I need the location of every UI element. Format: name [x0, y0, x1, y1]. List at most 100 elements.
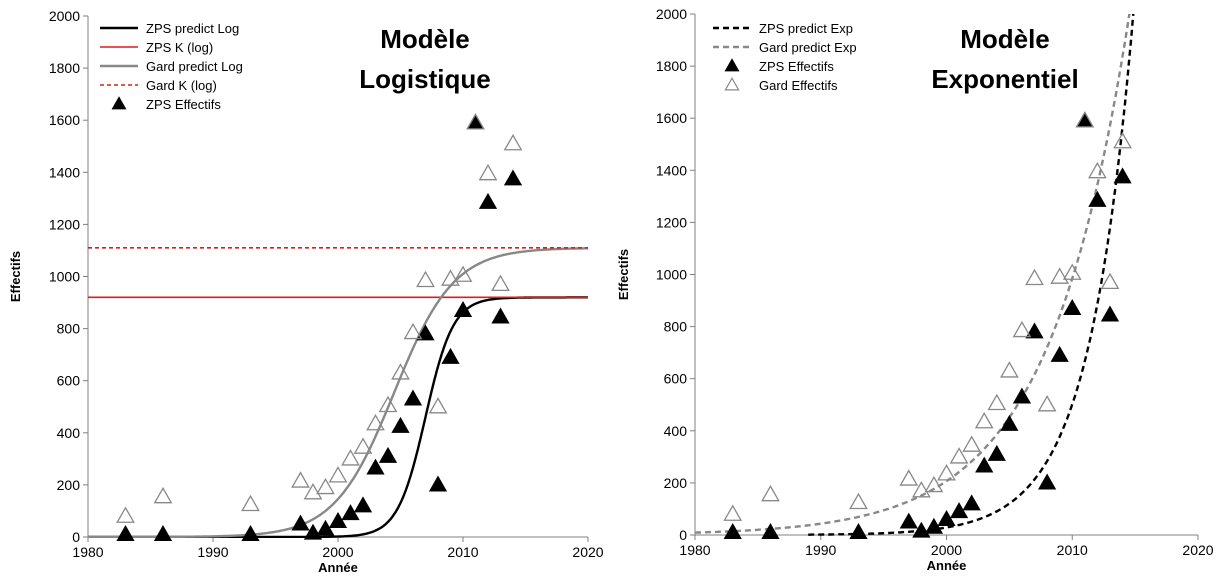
data-point-filled-triangle: [849, 523, 868, 539]
data-point-filled-triangle: [116, 525, 135, 541]
y-tick-label: 1000: [49, 269, 80, 285]
legend-label: ZPS predict Exp: [759, 21, 853, 36]
data-point-open-triangle: [987, 393, 1007, 411]
data-point-filled-triangle: [241, 525, 260, 541]
data-point-open-triangle: [949, 447, 969, 464]
y-tick-label: 600: [57, 373, 81, 389]
data-point-filled-triangle: [1088, 190, 1107, 207]
legend-label: ZPS Effectifs: [759, 59, 834, 74]
legend-label: ZPS K (log): [146, 40, 213, 55]
data-point-open-triangle: [937, 464, 956, 481]
legend-label: Gard Effectifs: [759, 78, 838, 93]
data-point-filled-triangle: [378, 446, 398, 463]
data-point-open-triangle: [153, 486, 173, 504]
y-tick-label: 1400: [49, 164, 80, 180]
data-point-open-triangle: [1088, 161, 1107, 179]
y-axis-label: Effectifs: [616, 249, 631, 300]
data-point-open-triangle: [478, 163, 498, 181]
data-point-filled-triangle: [503, 169, 523, 186]
y-tick-label: 400: [664, 423, 688, 439]
y-tick-label: 1200: [656, 214, 687, 230]
data-point-open-triangle: [911, 481, 931, 498]
data-point-open-triangle: [761, 484, 780, 502]
data-point-filled-triangle: [1050, 345, 1069, 362]
data-point-filled-triangle: [1100, 305, 1120, 322]
data-point-open-triangle: [1050, 267, 1070, 284]
data-point-filled-triangle: [937, 509, 956, 526]
y-tick-label: 0: [72, 529, 80, 545]
y-tick-label: 1200: [49, 216, 80, 232]
x-tick-label: 1990: [197, 544, 228, 560]
data-point-open-triangle: [328, 466, 348, 483]
data-point-open-triangle: [1000, 361, 1019, 378]
data-point-open-triangle: [428, 397, 448, 414]
data-point-open-triangle: [924, 475, 944, 493]
legend-swatch-filled-triangle: [724, 58, 740, 72]
y-tick-label: 800: [664, 319, 688, 335]
data-point-open-triangle: [503, 133, 523, 151]
data-point-filled-triangle: [975, 456, 994, 473]
chart-title-line: Exponentiel: [931, 64, 1078, 94]
data-point-filled-triangle: [1025, 322, 1044, 339]
data-point-open-triangle: [291, 471, 310, 488]
data-point-filled-triangle: [761, 523, 780, 539]
data-point-filled-triangle: [1075, 111, 1094, 128]
data-point-filled-triangle: [987, 444, 1006, 461]
data-point-filled-triangle: [353, 496, 373, 513]
data-point-open-triangle: [1113, 131, 1132, 149]
data-point-open-triangle: [416, 270, 435, 288]
legend-label: ZPS predict Log: [146, 21, 239, 36]
y-tick-label: 1000: [656, 267, 687, 283]
data-point-open-triangle: [1012, 320, 1032, 338]
data-point-filled-triangle: [428, 475, 448, 492]
data-point-open-triangle: [491, 274, 510, 292]
data-point-filled-triangle: [478, 192, 498, 209]
data-point-filled-triangle: [1037, 473, 1057, 490]
data-point-filled-triangle: [366, 458, 385, 475]
x-tick-label: 2020: [1182, 542, 1213, 558]
y-tick-label: 1400: [656, 162, 687, 178]
y-tick-label: 1600: [49, 112, 80, 128]
data-point-open-triangle: [316, 477, 335, 495]
plot-area: [88, 247, 588, 538]
chart-title-line: Modèle: [960, 24, 1050, 54]
y-tick-label: 2000: [656, 6, 687, 22]
data-point-filled-triangle: [924, 517, 944, 534]
data-point-open-triangle: [1062, 263, 1082, 280]
data-point-filled-triangle: [466, 113, 485, 130]
y-tick-label: 600: [664, 371, 688, 387]
y-tick-label: 200: [664, 475, 688, 491]
data-point-filled-triangle: [1012, 387, 1032, 404]
y-axis-label: Effectifs: [8, 251, 23, 302]
y-tick-label: 1800: [656, 58, 687, 74]
data-point-filled-triangle: [453, 300, 473, 317]
data-point-filled-triangle: [391, 416, 410, 433]
legend-swatch-filled-triangle: [111, 96, 127, 110]
y-tick-label: 2000: [49, 8, 80, 24]
chart-0: 0 200 400 600 800 1000 1200 1400 1600 1800 2000 198…: [8, 8, 604, 575]
x-axis-label: Année: [318, 560, 358, 575]
data-point-open-triangle: [391, 363, 410, 380]
legend-label: Gard predict Log: [146, 59, 243, 74]
legend: ZPS predict Exp Gard predict Exp ZPS Effec…: [713, 21, 857, 93]
data-point-open-triangle: [378, 395, 398, 413]
legend-swatch-open-triangle: [724, 77, 740, 91]
data-point-open-triangle: [899, 469, 919, 486]
y-tick-label: 800: [57, 321, 81, 337]
legend-label: Gard predict Exp: [759, 40, 857, 55]
data-point-open-triangle: [441, 269, 460, 286]
data-point-filled-triangle: [1063, 298, 1082, 315]
data-point-open-triangle: [466, 113, 485, 130]
data-point-open-triangle: [403, 322, 423, 340]
data-point-filled-triangle: [153, 525, 173, 541]
data-point-open-triangle: [116, 506, 135, 523]
data-point-filled-triangle: [316, 519, 335, 536]
chart-title-line: Modèle: [380, 24, 470, 54]
data-point-filled-triangle: [723, 523, 742, 539]
x-tick-label: 1980: [72, 544, 103, 560]
data-point-filled-triangle: [949, 502, 969, 519]
x-tick-label: 2010: [1057, 542, 1088, 558]
data-point-open-triangle: [974, 412, 994, 429]
x-tick-label: 2010: [447, 544, 478, 560]
prediction-curve: [88, 296, 588, 538]
